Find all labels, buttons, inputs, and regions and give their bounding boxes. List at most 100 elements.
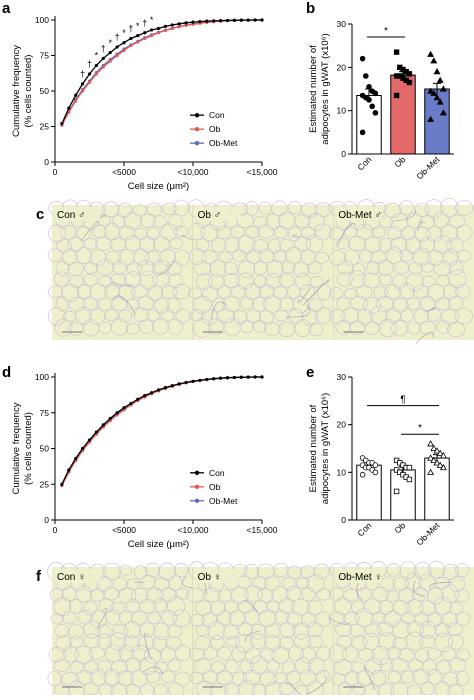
x-tick-label: <5000 <box>112 167 136 177</box>
data-point <box>372 90 379 97</box>
adipocyte-cell <box>138 656 158 676</box>
panel-label-f: f <box>36 568 42 585</box>
legend-label: Con <box>209 110 225 120</box>
adipocyte-cell <box>351 600 366 614</box>
adipocyte-cell <box>366 261 381 275</box>
data-point <box>430 456 438 464</box>
series-line-obmet <box>61 376 262 486</box>
adipocyte-cell <box>306 573 325 593</box>
significance-marker: * <box>95 51 99 61</box>
adipocyte-cell <box>419 236 436 253</box>
data-point <box>60 122 64 126</box>
significance-marker: * <box>418 423 422 434</box>
adipocyte-cell <box>195 624 211 637</box>
adipocyte-cell <box>245 309 262 323</box>
adipocyte-cell <box>92 224 107 238</box>
data-point <box>427 454 435 461</box>
adipocyte-cell <box>455 283 471 299</box>
stromal-streak <box>297 286 312 304</box>
adipocyte-cell <box>426 647 442 660</box>
adipocyte-cell <box>278 273 295 288</box>
adipocyte-cell <box>435 660 452 675</box>
category-label: Con <box>355 520 373 538</box>
adipocyte-cell <box>230 225 245 238</box>
significance-marker: ¶ <box>400 395 405 406</box>
adipocyte-cell <box>315 669 331 685</box>
panel-label-d: d <box>2 364 11 381</box>
label-backdrop <box>54 569 100 583</box>
data-point <box>260 375 264 379</box>
adipocyte-cell <box>102 201 120 218</box>
y-tick-label: 0 <box>44 515 49 525</box>
data-point <box>129 43 133 48</box>
adipocyte-cell <box>172 609 191 628</box>
adipocyte-cell <box>61 672 79 687</box>
adipocyte-cell <box>266 260 284 278</box>
adipocyte-cell <box>435 297 451 311</box>
adipocyte-cell <box>151 318 169 335</box>
adipocyte-cell <box>83 600 98 616</box>
category-label: Ob-Met <box>414 520 442 548</box>
adipocyte-cell <box>377 259 394 276</box>
label-backdrop <box>194 207 241 221</box>
y-tick-label: 0 <box>44 157 49 167</box>
x-tick-label: <10,000 <box>178 167 209 177</box>
data-point <box>232 18 236 22</box>
data-point <box>205 377 209 382</box>
adipocyte-cell <box>112 260 127 275</box>
adipocyte-cell <box>168 214 184 230</box>
adipocyte-cell <box>308 322 324 337</box>
data-point <box>219 376 223 380</box>
stromal-streak <box>142 666 163 675</box>
data-point <box>81 82 85 86</box>
line-chart-d: 0 25 50 75 100 0 <5000 <10,000 <15,000 Cell size … <box>11 372 278 550</box>
adipocyte-cell <box>89 283 108 300</box>
adipocyte-cell <box>259 647 276 662</box>
adipocyte-cell <box>455 670 470 686</box>
adipocyte-cell <box>414 202 430 218</box>
y-tick-label: 30 <box>337 372 347 382</box>
adipocyte-cell <box>50 613 65 625</box>
category-label-text: Ob <box>392 520 407 535</box>
adipocyte-cell <box>188 287 203 299</box>
adipocyte-cell <box>436 319 451 334</box>
stromal-streak <box>244 630 260 643</box>
series-line-ob <box>61 19 262 126</box>
data-point <box>393 49 400 55</box>
adipocyte-cell <box>167 318 183 335</box>
adipocyte-cell <box>102 562 121 581</box>
adipocyte-cell <box>274 309 289 322</box>
adipocyte-cell <box>48 224 67 243</box>
adipocyte-cell <box>386 563 402 577</box>
data-point <box>406 476 413 483</box>
adipocyte-cell <box>378 238 393 254</box>
adipocyte-cell <box>442 671 459 687</box>
significance-marker: * <box>122 28 126 38</box>
data-point <box>156 26 161 31</box>
category-label: Ob-Met <box>414 154 442 182</box>
adipocyte-cell <box>316 646 332 661</box>
adipocyte-cell <box>61 284 80 303</box>
adipocyte-cell <box>239 297 254 310</box>
micrograph-label: Con ♂ <box>57 210 86 221</box>
x-tick-label: <5000 <box>112 525 136 535</box>
micrograph-panel: Ob ♂ <box>187 199 334 340</box>
adipocyte-cell <box>137 295 154 311</box>
adipocyte-cell <box>397 648 414 662</box>
data-point <box>115 53 119 58</box>
adipocyte-cell <box>314 252 329 265</box>
adipocyte-cell <box>404 572 423 592</box>
adipocyte-cell <box>259 671 277 687</box>
adipocyte-cell <box>223 600 239 614</box>
data-point <box>170 383 174 388</box>
data-point <box>246 18 250 22</box>
data-point <box>191 20 195 24</box>
adipocyte-cell <box>446 237 464 254</box>
adipocyte-cell <box>237 260 256 279</box>
adipocyte-cell <box>259 310 274 325</box>
data-point <box>163 385 167 390</box>
adipocyte-cell <box>433 235 452 254</box>
data-point <box>212 19 216 23</box>
adipocyte-cell <box>378 215 393 228</box>
